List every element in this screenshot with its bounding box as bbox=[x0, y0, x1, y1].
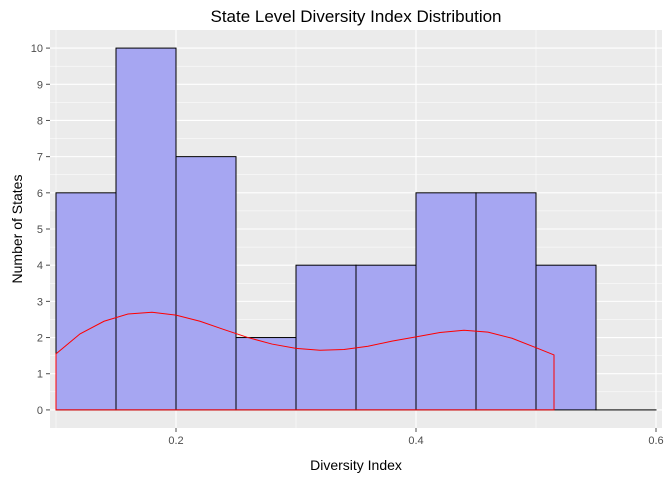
y-tick-label: 8 bbox=[37, 115, 43, 127]
x-axis-title: Diversity Index bbox=[310, 457, 402, 473]
y-tick-label: 0 bbox=[37, 405, 43, 417]
histogram-bar bbox=[115, 47, 177, 411]
histogram-bar bbox=[295, 264, 357, 411]
histogram-bar bbox=[535, 264, 597, 411]
y-tick-label: 7 bbox=[37, 152, 43, 164]
y-tick-label: 5 bbox=[37, 224, 43, 236]
density-curve bbox=[55, 311, 555, 411]
x-tick-label: 0.6 bbox=[648, 435, 663, 447]
y-tick-label: 6 bbox=[37, 188, 43, 200]
histogram-bars bbox=[55, 47, 657, 411]
histogram-bar bbox=[355, 264, 417, 411]
y-tick-label: 9 bbox=[37, 79, 43, 91]
y-axis-title: Number of States bbox=[9, 175, 25, 284]
x-tick-label: 0.4 bbox=[408, 435, 423, 447]
histogram-bar bbox=[235, 337, 297, 411]
histogram-bar bbox=[55, 192, 117, 411]
y-tick-label: 1 bbox=[37, 369, 43, 381]
histogram-bar bbox=[475, 192, 537, 411]
y-axis-ticks: 0 1 2 3 4 5 6 7 8 9 10 bbox=[31, 43, 50, 417]
y-tick-label: 2 bbox=[37, 333, 43, 345]
chart-title: State Level Diversity Index Distribution bbox=[210, 7, 501, 26]
y-tick-label: 4 bbox=[37, 260, 43, 272]
x-tick-label: 0.2 bbox=[168, 435, 183, 447]
y-tick-label: 3 bbox=[37, 296, 43, 308]
histogram-bar bbox=[175, 156, 237, 411]
histogram-bar bbox=[415, 192, 477, 411]
x-axis-ticks: 0.2 0.4 0.6 bbox=[168, 428, 664, 447]
y-tick-label: 10 bbox=[31, 43, 43, 55]
